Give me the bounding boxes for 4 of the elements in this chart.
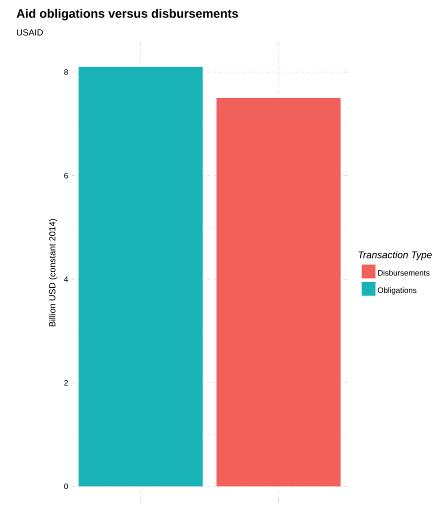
chart-title: Aid obligations versus disbursements (16, 8, 238, 20)
y-axis-title: Billion USD (constant 2014) (48, 219, 57, 326)
legend-title: Transaction Type (358, 251, 432, 260)
chart-subtitle: USAID (16, 29, 43, 36)
